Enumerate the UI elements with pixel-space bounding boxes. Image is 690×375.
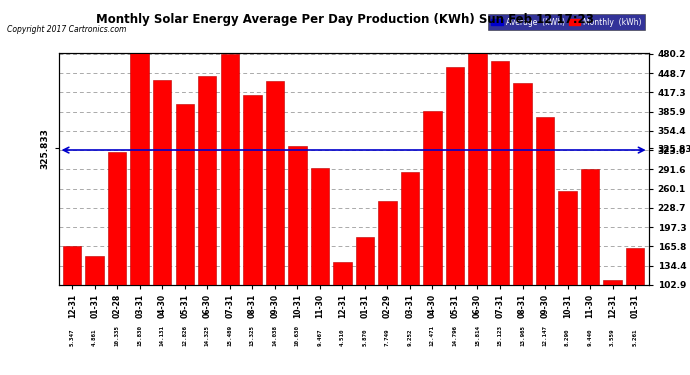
Bar <box>446 67 464 348</box>
Text: 9.440: 9.440 <box>588 329 593 346</box>
Text: 14.038: 14.038 <box>273 325 277 346</box>
Text: 10.335: 10.335 <box>115 325 119 346</box>
Bar <box>423 111 442 348</box>
Bar <box>603 280 622 348</box>
Bar <box>63 246 81 348</box>
Bar <box>266 81 284 348</box>
Bar <box>626 248 644 348</box>
Text: 4.861: 4.861 <box>92 329 97 346</box>
Text: 14.131: 14.131 <box>159 325 165 346</box>
Text: Copyright 2017 Cartronics.com: Copyright 2017 Cartronics.com <box>7 25 126 34</box>
Bar <box>221 54 239 348</box>
Text: 13.325: 13.325 <box>250 325 255 346</box>
Text: 12.471: 12.471 <box>430 325 435 346</box>
Bar <box>86 256 104 348</box>
Text: 13.965: 13.965 <box>520 325 525 346</box>
Bar <box>108 152 126 348</box>
Text: Monthly Solar Energy Average Per Day Production (KWh) Sun Feb 12 17:23: Monthly Solar Energy Average Per Day Pro… <box>96 13 594 26</box>
Bar <box>513 83 532 348</box>
Text: 4.510: 4.510 <box>340 329 345 346</box>
Text: 5.870: 5.870 <box>362 329 367 346</box>
Text: 10.630: 10.630 <box>295 325 300 346</box>
Text: 5.261: 5.261 <box>633 329 638 346</box>
Text: 12.826: 12.826 <box>182 325 187 346</box>
Text: 7.749: 7.749 <box>385 329 390 346</box>
Bar <box>175 104 194 348</box>
Text: 14.325: 14.325 <box>205 325 210 346</box>
Bar <box>288 146 306 348</box>
Bar <box>469 48 486 348</box>
Bar <box>401 172 419 348</box>
Text: 9.252: 9.252 <box>407 329 413 346</box>
Bar <box>198 76 217 348</box>
Text: 15.830: 15.830 <box>137 325 142 346</box>
Bar <box>581 169 600 348</box>
Text: 15.814: 15.814 <box>475 325 480 346</box>
Bar <box>310 168 329 348</box>
Text: 15.489: 15.489 <box>227 325 233 346</box>
Text: 9.467: 9.467 <box>317 329 322 346</box>
Legend: Average  (kWh), Monthly  (kWh): Average (kWh), Monthly (kWh) <box>489 15 644 30</box>
Bar <box>333 262 352 348</box>
Bar <box>378 201 397 348</box>
Bar <box>536 117 554 348</box>
Bar <box>491 61 509 348</box>
Text: 5.347: 5.347 <box>70 329 75 346</box>
Bar <box>558 190 577 348</box>
Text: 15.123: 15.123 <box>497 325 502 346</box>
Text: 12.147: 12.147 <box>542 325 548 346</box>
Text: 14.796: 14.796 <box>453 325 457 346</box>
Bar <box>243 95 262 348</box>
Bar <box>153 80 171 348</box>
Bar <box>355 237 374 348</box>
Text: 3.559: 3.559 <box>610 329 615 346</box>
Bar <box>130 47 149 348</box>
Text: 8.290: 8.290 <box>565 329 570 346</box>
